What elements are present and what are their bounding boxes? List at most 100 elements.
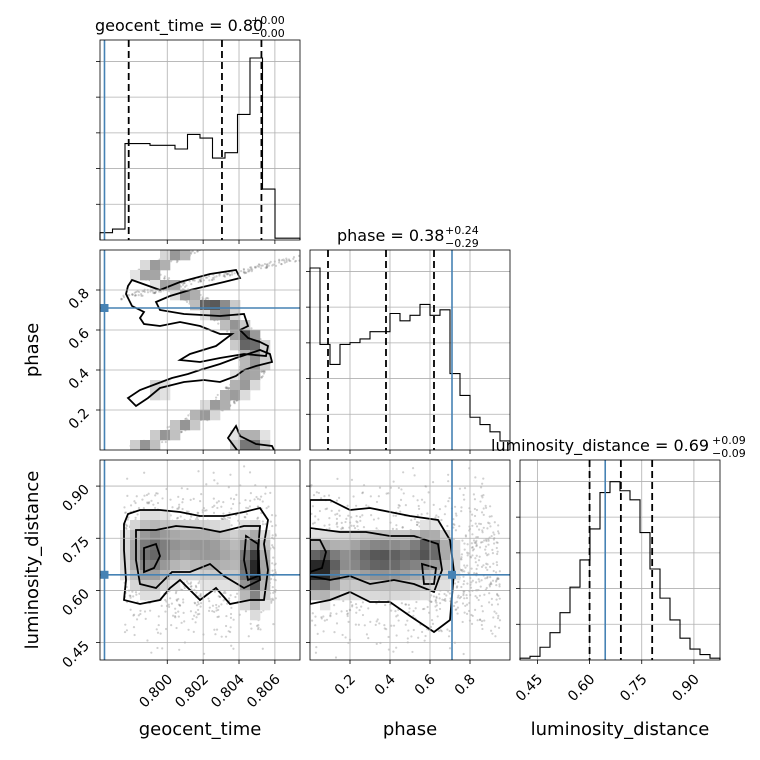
sample-point [357, 623, 360, 626]
sample-point [216, 393, 219, 397]
sample-point [318, 509, 322, 513]
sample-point [412, 614, 415, 617]
sample-point [177, 495, 180, 498]
sample-point [486, 563, 489, 566]
sample-point [475, 539, 478, 542]
sample-point [224, 517, 227, 521]
sample-point [432, 503, 435, 506]
density-cell [220, 400, 231, 411]
sample-point [157, 623, 160, 627]
sample-point [260, 375, 263, 379]
sample-point [465, 603, 469, 606]
sample-point [479, 522, 483, 526]
sample-point [244, 271, 247, 274]
density-cell [130, 580, 141, 591]
sample-point [178, 604, 182, 607]
sample-point [392, 624, 396, 627]
sample-point [407, 629, 410, 632]
sample-point [187, 628, 190, 631]
sample-point [481, 627, 484, 631]
sample-point [181, 507, 184, 511]
sample-point [163, 277, 166, 280]
sample-point [480, 511, 484, 514]
sample-point [265, 507, 268, 510]
sample-point [492, 562, 495, 565]
density-cell [390, 580, 401, 591]
sample-point [122, 296, 126, 299]
sample-point [260, 264, 263, 267]
sample-point [233, 402, 236, 405]
ylabel-luminosity-distance: luminosity_distance [22, 471, 43, 650]
density-cell [190, 560, 201, 571]
sample-point [208, 279, 211, 282]
density-cell [160, 560, 171, 571]
sample-point [139, 612, 142, 616]
sample-point [138, 290, 141, 294]
sample-point [177, 506, 181, 509]
sample-point [359, 519, 362, 522]
sample-point [406, 637, 409, 640]
title-phase-lower: −0.29 [445, 237, 479, 250]
sample-point [174, 611, 177, 614]
sample-point [394, 610, 397, 613]
sample-point [347, 514, 350, 517]
title-geocent-time-lower: −0.00 [251, 27, 285, 40]
sample-point [463, 590, 466, 593]
sample-point [199, 595, 202, 598]
sample-point [495, 541, 498, 544]
sample-point [492, 616, 495, 619]
sample-point [196, 250, 199, 253]
sample-point [176, 259, 179, 263]
sample-point [287, 258, 291, 261]
sample-point [289, 259, 292, 263]
sample-point [183, 586, 186, 590]
density-cell [200, 580, 211, 591]
density-cell [440, 560, 451, 571]
sample-point [320, 616, 323, 619]
sample-point [495, 598, 498, 601]
sample-point [174, 616, 177, 619]
sample-point [189, 252, 193, 255]
sample-point [350, 516, 353, 519]
sample-point [444, 505, 447, 508]
sample-point [497, 577, 500, 580]
sample-point [207, 297, 210, 300]
sample-point [256, 497, 260, 500]
density-cell [220, 540, 231, 551]
sample-point [134, 591, 138, 594]
sample-point [478, 555, 481, 558]
sample-point [395, 524, 398, 527]
panel-phase-vs-luminosity-distance [306, 459, 511, 664]
density-cell [310, 580, 321, 591]
sample-point [190, 250, 193, 253]
sample-point [185, 510, 189, 513]
sample-point [229, 616, 233, 619]
sample-point [458, 487, 462, 490]
sample-point [199, 605, 202, 608]
sample-point [329, 612, 332, 615]
sample-point [124, 511, 128, 514]
sample-point [133, 294, 137, 297]
sample-point [455, 514, 458, 517]
density-cell [160, 380, 171, 391]
sample-point [259, 495, 263, 498]
sample-point [143, 494, 146, 497]
density-cell [370, 590, 381, 601]
density-cell [320, 560, 331, 571]
density-cell [260, 540, 271, 551]
sample-point [494, 625, 497, 628]
sample-point [194, 602, 197, 605]
sample-point [187, 582, 190, 585]
sample-point [399, 510, 402, 513]
sample-point [197, 470, 200, 473]
sample-point [488, 592, 491, 595]
sample-point [123, 506, 126, 509]
sample-point [256, 265, 259, 268]
sample-point [423, 639, 426, 642]
density-cell [250, 530, 261, 541]
sample-point [261, 375, 264, 378]
sample-point [367, 505, 370, 508]
histogram-phase [309, 267, 511, 450]
sample-point [361, 491, 365, 494]
sample-point [133, 500, 136, 503]
